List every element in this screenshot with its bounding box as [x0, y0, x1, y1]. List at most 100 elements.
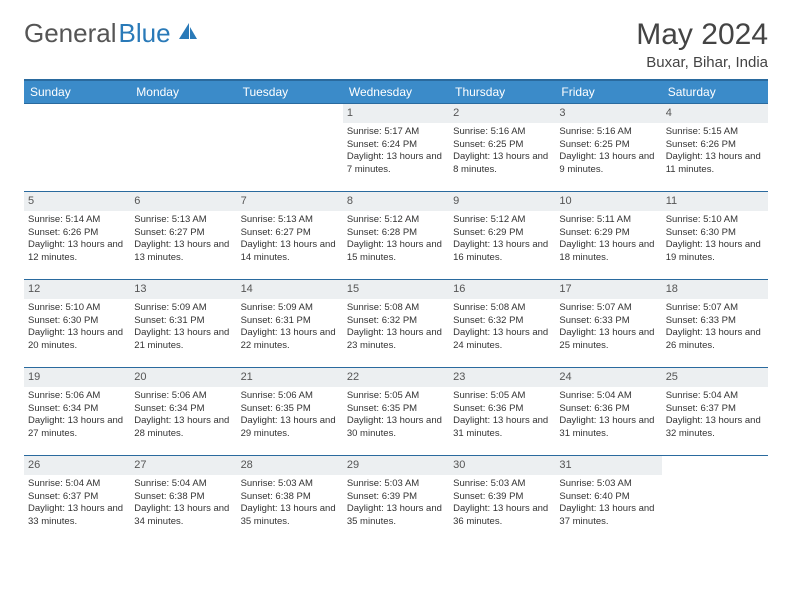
sunset-text: Sunset: 6:35 PM	[241, 403, 339, 416]
sunrise-text: Sunrise: 5:11 AM	[559, 214, 657, 227]
day-number: 28	[237, 456, 343, 475]
daylight-text: Daylight: 13 hours and 35 minutes.	[347, 503, 445, 529]
day-header-tue: Tuesday	[237, 80, 343, 104]
day-number: 24	[555, 368, 661, 387]
daylight-text: Daylight: 13 hours and 15 minutes.	[347, 239, 445, 265]
day-number: 26	[24, 456, 130, 475]
day-number: 12	[24, 280, 130, 299]
daylight-text: Daylight: 13 hours and 25 minutes.	[559, 327, 657, 353]
day-number	[662, 456, 768, 460]
day-number: 17	[555, 280, 661, 299]
sunrise-text: Sunrise: 5:06 AM	[241, 390, 339, 403]
day-header-row: Sunday Monday Tuesday Wednesday Thursday…	[24, 80, 768, 104]
day-number: 11	[662, 192, 768, 211]
day-cell: 10Sunrise: 5:11 AMSunset: 6:29 PMDayligh…	[555, 192, 661, 280]
day-cell: 22Sunrise: 5:05 AMSunset: 6:35 PMDayligh…	[343, 368, 449, 456]
day-cell: 2Sunrise: 5:16 AMSunset: 6:25 PMDaylight…	[449, 104, 555, 192]
daylight-text: Daylight: 13 hours and 7 minutes.	[347, 151, 445, 177]
sunrise-text: Sunrise: 5:16 AM	[453, 126, 551, 139]
daylight-text: Daylight: 13 hours and 28 minutes.	[134, 415, 232, 441]
day-number: 6	[130, 192, 236, 211]
day-cell: 5 Sunrise: 5:14 AMSunset: 6:26 PMDaylight…	[24, 192, 130, 280]
day-cell	[130, 104, 236, 192]
sunrise-text: Sunrise: 5:03 AM	[347, 478, 445, 491]
day-cell: 24Sunrise: 5:04 AMSunset: 6:36 PMDayligh…	[555, 368, 661, 456]
daylight-text: Daylight: 13 hours and 29 minutes.	[241, 415, 339, 441]
day-number: 15	[343, 280, 449, 299]
daylight-text: Daylight: 13 hours and 16 minutes.	[453, 239, 551, 265]
sunrise-text: Sunrise: 5:07 AM	[559, 302, 657, 315]
week-row: 5Sunrise: 5:14 AMSunset: 6:26 PMDaylight…	[24, 192, 768, 280]
daylight-text: Daylight: 13 hours and 35 minutes.	[241, 503, 339, 529]
logo-text-blue: Blue	[119, 18, 171, 49]
day-cell: 21 Sunrise: 5:06 AMSunset: 6:35 PMDayligh…	[237, 368, 343, 456]
sunset-text: Sunset: 6:34 PM	[134, 403, 232, 416]
sunset-text: Sunset: 6:32 PM	[347, 315, 445, 328]
sunrise-text: Sunrise: 5:06 AM	[28, 390, 126, 403]
day-number: 25	[662, 368, 768, 387]
daylight-text: Daylight: 13 hours and 11 minutes.	[666, 151, 764, 177]
sunset-text: Sunset: 6:31 PM	[134, 315, 232, 328]
header: General Blue May 2024 Buxar, Bihar, Indi…	[24, 18, 768, 71]
daylight-text: Daylight: 13 hours and 8 minutes.	[453, 151, 551, 177]
daylight-text: Daylight: 13 hours and 24 minutes.	[453, 327, 551, 353]
day-number	[130, 104, 236, 108]
day-cell: 4Sunrise: 5:15 AMSunset: 6:26 PMDaylight…	[662, 104, 768, 192]
day-cell: 1Sunrise: 5:17 AMSunset: 6:24 PMDaylight…	[343, 104, 449, 192]
day-cell: 23Sunrise: 5:05 AMSunset: 6:36 PMDayligh…	[449, 368, 555, 456]
day-cell: 31Sunrise: 5:03 AMSunset: 6:40 PMDayligh…	[555, 456, 661, 544]
daylight-text: Daylight: 13 hours and 23 minutes.	[347, 327, 445, 353]
sunrise-text: Sunrise: 5:03 AM	[241, 478, 339, 491]
day-cell	[237, 104, 343, 192]
daylight-text: Daylight: 13 hours and 37 minutes.	[559, 503, 657, 529]
day-header-sat: Saturday	[662, 80, 768, 104]
sunrise-text: Sunrise: 5:09 AM	[241, 302, 339, 315]
day-header-fri: Friday	[555, 80, 661, 104]
day-number	[24, 104, 130, 108]
sunrise-text: Sunrise: 5:04 AM	[28, 478, 126, 491]
daylight-text: Daylight: 13 hours and 12 minutes.	[28, 239, 126, 265]
sunrise-text: Sunrise: 5:14 AM	[28, 214, 126, 227]
day-header-mon: Monday	[130, 80, 236, 104]
day-number: 2	[449, 104, 555, 123]
sunset-text: Sunset: 6:30 PM	[666, 227, 764, 240]
sunset-text: Sunset: 6:37 PM	[666, 403, 764, 416]
daylight-text: Daylight: 13 hours and 18 minutes.	[559, 239, 657, 265]
day-number: 27	[130, 456, 236, 475]
day-number: 19	[24, 368, 130, 387]
day-cell: 6Sunrise: 5:13 AMSunset: 6:27 PMDaylight…	[130, 192, 236, 280]
day-number: 21	[237, 368, 343, 387]
day-cell: 15Sunrise: 5:08 AMSunset: 6:32 PMDayligh…	[343, 280, 449, 368]
day-number: 1	[343, 104, 449, 123]
sunrise-text: Sunrise: 5:15 AM	[666, 126, 764, 139]
sunrise-text: Sunrise: 5:06 AM	[134, 390, 232, 403]
sunrise-text: Sunrise: 5:04 AM	[559, 390, 657, 403]
daylight-text: Daylight: 13 hours and 13 minutes.	[134, 239, 232, 265]
sunset-text: Sunset: 6:28 PM	[347, 227, 445, 240]
day-number: 22	[343, 368, 449, 387]
day-cell	[24, 104, 130, 192]
daylight-text: Daylight: 13 hours and 19 minutes.	[666, 239, 764, 265]
daylight-text: Daylight: 13 hours and 27 minutes.	[28, 415, 126, 441]
sunset-text: Sunset: 6:30 PM	[28, 315, 126, 328]
sunset-text: Sunset: 6:29 PM	[453, 227, 551, 240]
day-cell: 18Sunrise: 5:07 AMSunset: 6:33 PMDayligh…	[662, 280, 768, 368]
sunset-text: Sunset: 6:26 PM	[28, 227, 126, 240]
calendar-table: Sunday Monday Tuesday Wednesday Thursday…	[24, 79, 768, 544]
day-cell: 12Sunrise: 5:10 AMSunset: 6:30 PMDayligh…	[24, 280, 130, 368]
day-cell	[662, 456, 768, 544]
daylight-text: Daylight: 13 hours and 34 minutes.	[134, 503, 232, 529]
daylight-text: Daylight: 13 hours and 30 minutes.	[347, 415, 445, 441]
day-number: 5	[24, 192, 130, 211]
day-header-thu: Thursday	[449, 80, 555, 104]
week-row: 12Sunrise: 5:10 AMSunset: 6:30 PMDayligh…	[24, 280, 768, 368]
day-number: 10	[555, 192, 661, 211]
day-cell: 29Sunrise: 5:03 AMSunset: 6:39 PMDayligh…	[343, 456, 449, 544]
daylight-text: Daylight: 13 hours and 31 minutes.	[559, 415, 657, 441]
day-cell: 19Sunrise: 5:06 AMSunset: 6:34 PMDayligh…	[24, 368, 130, 456]
sunrise-text: Sunrise: 5:03 AM	[559, 478, 657, 491]
sunset-text: Sunset: 6:39 PM	[453, 491, 551, 504]
day-cell: 13Sunrise: 5:09 AMSunset: 6:31 PMDayligh…	[130, 280, 236, 368]
day-number: 7	[237, 192, 343, 211]
daylight-text: Daylight: 13 hours and 32 minutes.	[666, 415, 764, 441]
